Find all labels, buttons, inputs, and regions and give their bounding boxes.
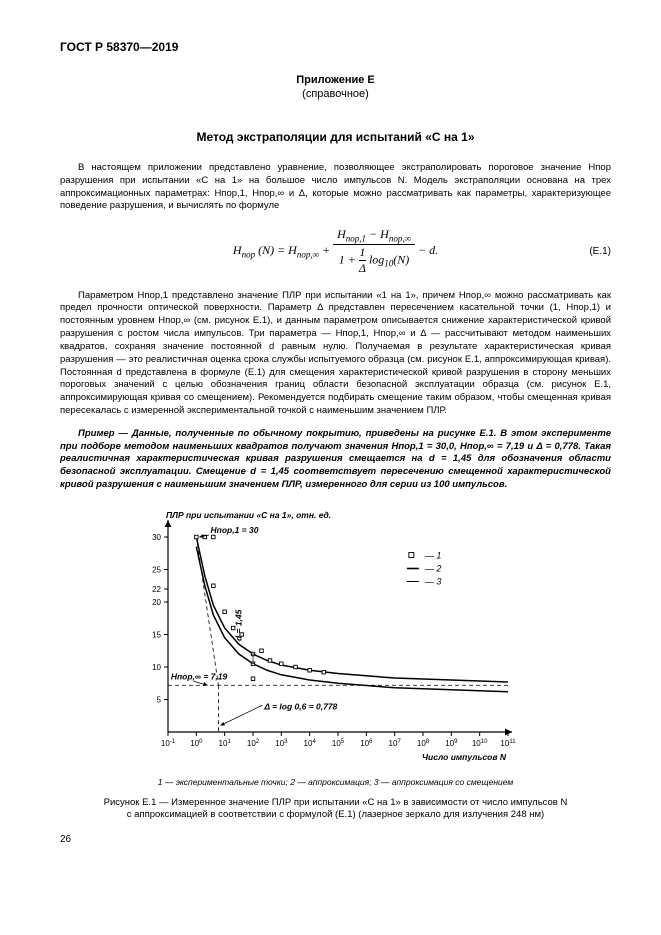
svg-text:103: 103 — [275, 739, 288, 748]
section-title: Метод экстраполяции для испытаний «С на … — [60, 130, 611, 144]
svg-text:Hпор,1 = 30: Hпор,1 = 30 — [211, 525, 259, 535]
formula-number: (Е.1) — [589, 246, 611, 257]
svg-text:d = 1,45: d = 1,45 — [234, 609, 244, 641]
svg-text:105: 105 — [332, 739, 345, 748]
standard-id: ГОСТ Р 58370—2019 — [60, 40, 611, 54]
svg-text:101: 101 — [219, 739, 232, 748]
svg-text:109: 109 — [445, 739, 458, 748]
paragraph-1: В настоящем приложении представлено урав… — [60, 162, 611, 213]
svg-text:108: 108 — [417, 739, 430, 748]
appendix-type: (справочное) — [60, 88, 611, 100]
example-paragraph: Пример — Данные, полученные по обычному … — [60, 428, 611, 492]
svg-text:102: 102 — [247, 739, 260, 748]
svg-text:Δ = log 0,6 = 0,778: Δ = log 0,6 = 0,778 — [263, 701, 337, 711]
svg-text:— 2: — 2 — [424, 563, 442, 573]
svg-text:1010: 1010 — [472, 739, 488, 748]
caption-line-1: Рисунок Е.1 — Измеренное значение ПЛР пр… — [104, 797, 568, 808]
page-number: 26 — [60, 834, 611, 845]
svg-text:Hпор,∞ = 7,19: Hпор,∞ = 7,19 — [171, 671, 228, 681]
appendix-label: Приложение Е — [60, 74, 611, 86]
formula-e1: Hпор (N) = Hпор,∞ + Hпор,1 − Hпор,∞ 1 + … — [60, 227, 611, 275]
chart-e1: 5 10 15 20 22 25 30 10-1 100 101 102 103 104 105 106 10… — [120, 506, 611, 771]
svg-text:— 3: — 3 — [424, 576, 442, 586]
svg-text:5: 5 — [157, 695, 162, 704]
svg-text:1011: 1011 — [500, 739, 516, 748]
svg-text:106: 106 — [360, 739, 373, 748]
svg-text:10: 10 — [152, 663, 161, 672]
document-page: ГОСТ Р 58370—2019 Приложение Е (справочн… — [0, 0, 661, 875]
svg-text:20: 20 — [152, 598, 161, 607]
svg-text:15: 15 — [152, 630, 161, 639]
svg-text:30: 30 — [152, 533, 161, 542]
figure-caption: Рисунок Е.1 — Измеренное значение ПЛР пр… — [60, 797, 611, 822]
svg-text:100: 100 — [190, 739, 203, 748]
svg-text:— 1: — 1 — [424, 550, 442, 560]
paragraph-2: Параметром Hпор,1 представлено значение … — [60, 290, 611, 418]
svg-text:22: 22 — [152, 585, 161, 594]
chart-legend-text: 1 — экспериментальные точки; 2 — аппрокс… — [60, 777, 611, 787]
svg-text:107: 107 — [389, 739, 402, 748]
svg-text:104: 104 — [304, 739, 317, 748]
formula-text: Hпор (N) = Hпор,∞ + Hпор,1 − Hпор,∞ 1 + … — [233, 227, 438, 275]
svg-text:Число импульсов N: Число импульсов N — [422, 752, 507, 762]
caption-line-2: с аппроксимацией в соответствии с формул… — [127, 809, 544, 820]
svg-text:ПЛР при испытании «С на 1», от: ПЛР при испытании «С на 1», отн. ед. — [166, 510, 331, 520]
chart-svg: 5 10 15 20 22 25 30 10-1 100 101 102 103 104 105 106 10… — [120, 506, 520, 766]
svg-text:10-1: 10-1 — [161, 739, 176, 748]
svg-text:25: 25 — [152, 565, 161, 574]
